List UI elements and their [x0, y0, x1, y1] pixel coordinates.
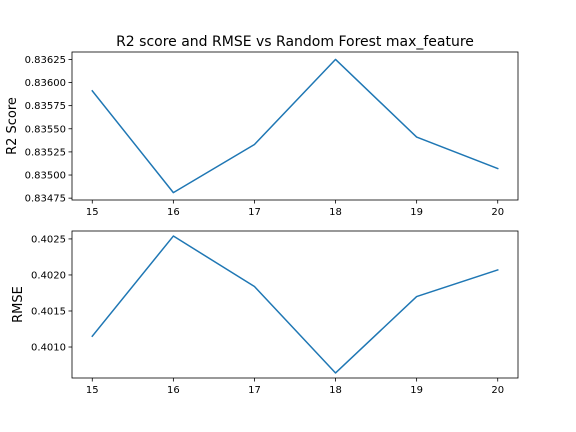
- r2-score-y-axis-label: R2 Score: [5, 97, 20, 155]
- r2-score-axes-frame: [71, 51, 519, 201]
- r2-score-x-tick-label: 16: [167, 207, 180, 218]
- rmse-y-tick-label: 0.4025: [31, 234, 66, 245]
- r2-score-x-tick-label: 20: [491, 207, 504, 218]
- rmse-x-tick-label: 20: [491, 385, 504, 396]
- r2-score-panel: 15 16 17 18 19 20 0.83475 0.83500 0.83525 0.83550…: [5, 51, 519, 218]
- r2-score-y-tick-label: 0.83525: [25, 147, 66, 158]
- rmse-series-line: [91, 235, 499, 374]
- r2-score-series-line: [91, 58, 499, 194]
- rmse-y-tick-label: 0.4010: [31, 343, 66, 354]
- rmse-x-tick-label: 15: [86, 385, 99, 396]
- r2-score-y-tick-label: 0.83475: [25, 194, 66, 205]
- r2-score-x-tick-label: 18: [329, 207, 342, 218]
- r2-score-x-tick-label: 15: [86, 207, 99, 218]
- r2-score-x-tick-label: 19: [410, 207, 423, 218]
- rmse-x-tick-label: 17: [248, 385, 261, 396]
- rmse-x-tick-label: 19: [410, 385, 423, 396]
- rmse-x-tick-label: 16: [167, 385, 180, 396]
- rmse-y-axis-label: RMSE: [11, 286, 26, 323]
- r2-score-y-tick-label: 0.83600: [25, 78, 66, 89]
- chart-title: R2 score and RMSE vs Random Forest max_f…: [116, 34, 474, 50]
- r2-score-y-tick-label: 0.83550: [25, 124, 66, 135]
- rmse-panel: 15 16 17 18 19 20 0.4010 0.4015 0.4020 0.4025 RMSE: [11, 230, 519, 396]
- rmse-y-tick-label: 0.4020: [31, 270, 66, 281]
- r2-score-x-tick-label: 17: [248, 207, 261, 218]
- r2-score-y-tick-label: 0.83575: [25, 101, 66, 112]
- r2-score-y-tick-label: 0.83500: [25, 171, 66, 182]
- r2-score-y-tick-label: 0.83625: [25, 55, 66, 66]
- rmse-x-tick-label: 18: [329, 385, 342, 396]
- rmse-y-tick-label: 0.4015: [31, 306, 66, 317]
- rmse-axes-frame: [71, 230, 519, 379]
